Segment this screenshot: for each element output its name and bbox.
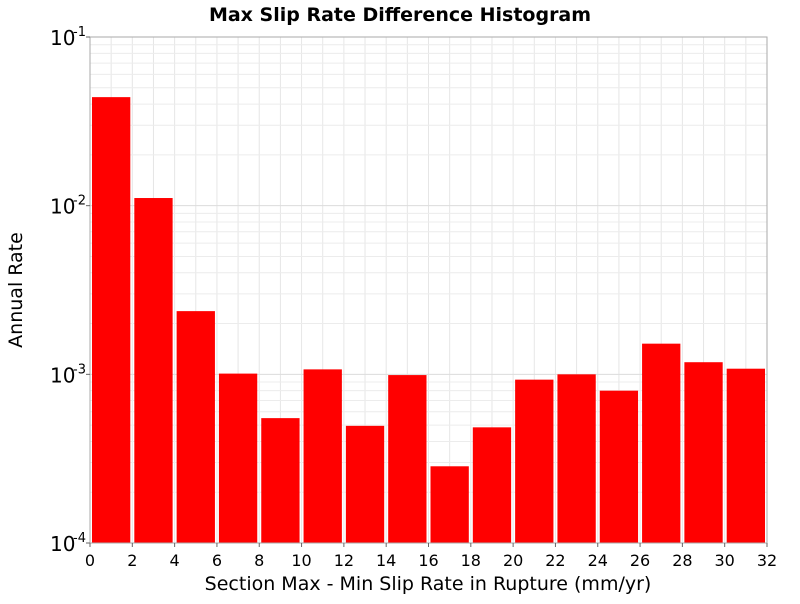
y-axis-label: Annual Rate (5, 232, 27, 348)
x-tick-label: 24 (588, 551, 608, 570)
x-axis-ticks: 0 2 4 6 8 10 12 14 16 18 20 22 24 26 28 30 32 (85, 543, 777, 570)
histogram-bar (134, 198, 173, 543)
histogram-bar (176, 311, 215, 543)
histogram-bar (557, 374, 596, 543)
histogram-bar (642, 343, 681, 543)
x-tick-label: 10 (291, 551, 311, 570)
y-tick-label: 10-2 (50, 194, 86, 219)
x-tick-label: 20 (503, 551, 523, 570)
y-tick-base: 10 (50, 532, 75, 556)
histogram-bar (261, 418, 300, 543)
x-tick-label: 28 (672, 551, 692, 570)
y-tick-base: 10 (50, 363, 75, 387)
x-tick-label: 30 (715, 551, 735, 570)
histogram-bar (92, 97, 131, 544)
histogram-bar (599, 390, 639, 543)
x-tick-label: 32 (757, 551, 777, 570)
x-tick-label: 18 (461, 551, 481, 570)
y-tick-exponent: -2 (73, 194, 86, 209)
histogram-bar (430, 466, 469, 543)
histogram-bar (218, 373, 258, 543)
histogram-bar (345, 425, 385, 543)
x-tick-label: 6 (212, 551, 222, 570)
histogram-bar (515, 379, 554, 543)
histogram-bar (472, 427, 512, 543)
x-tick-label: 4 (170, 551, 180, 570)
y-tick-label: 10-4 (50, 531, 86, 556)
histogram-bar (684, 362, 723, 543)
x-tick-label: 0 (85, 551, 95, 570)
histogram-bar (726, 368, 765, 543)
y-tick-exponent: -4 (73, 531, 86, 546)
x-tick-label: 26 (630, 551, 650, 570)
x-tick-label: 12 (334, 551, 354, 570)
chart-title: Max Slip Rate Difference Histogram (209, 4, 591, 26)
x-tick-label: 8 (254, 551, 264, 570)
x-tick-label: 2 (127, 551, 137, 570)
histogram-bar (303, 369, 342, 543)
y-tick-label: 10-1 (50, 25, 86, 50)
x-axis-label: Section Max - Min Slip Rate in Rupture (… (205, 573, 652, 595)
x-tick-label: 22 (545, 551, 565, 570)
bars (92, 97, 765, 544)
y-tick-base: 10 (50, 26, 75, 50)
x-tick-label: 14 (376, 551, 396, 570)
y-axis-ticks: 10-110-210-310-4 (50, 25, 90, 556)
histogram-bar (388, 375, 427, 543)
y-tick-exponent: -3 (73, 362, 86, 377)
y-tick-exponent: -1 (73, 25, 86, 40)
y-tick-base: 10 (50, 195, 75, 219)
y-tick-label: 10-3 (50, 362, 86, 387)
x-tick-label: 16 (418, 551, 438, 570)
